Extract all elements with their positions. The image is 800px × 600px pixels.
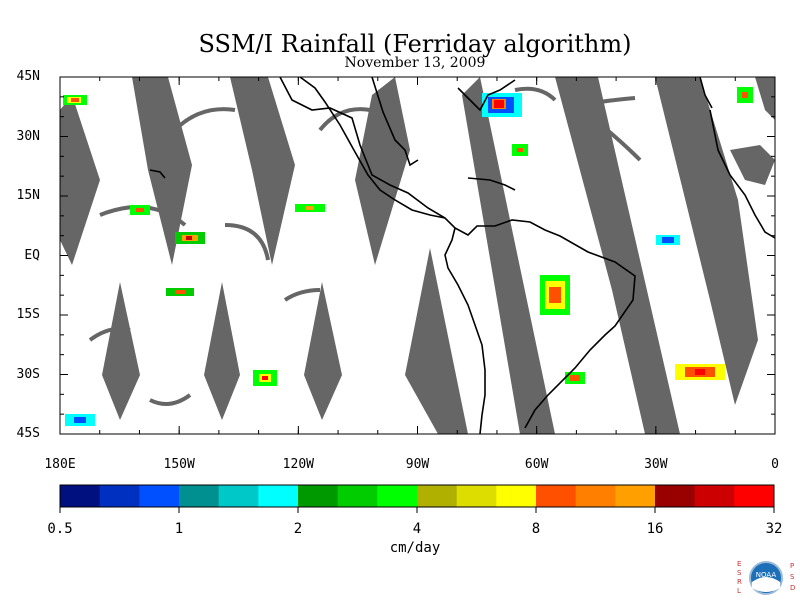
africa-west-coast (709, 109, 775, 239)
rain-cluster (130, 205, 150, 215)
rain-cluster (166, 288, 194, 296)
svg-text:PSD: PSD (790, 562, 795, 592)
south-america-west-coast (444, 227, 486, 434)
colorbar-tick-label: 8 (531, 521, 541, 537)
colorbar-swatch (496, 485, 537, 507)
swath-gap (102, 282, 140, 420)
rain-cluster (675, 364, 725, 380)
x-tick-label: 90W (405, 457, 430, 472)
swath-arc (318, 107, 371, 132)
swath-arc (149, 393, 192, 406)
rain-cluster (512, 144, 528, 156)
x-tick-label: 0 (771, 457, 779, 472)
colorbar-swatch (258, 485, 299, 507)
rain-cluster (175, 232, 205, 244)
swath-arc (283, 288, 321, 302)
y-tick-label: EQ (24, 247, 40, 263)
colorbar-swatch (655, 485, 696, 507)
colorbar-units: cm/day (389, 540, 441, 556)
swath-gap (655, 77, 758, 405)
swath-arc (514, 86, 557, 102)
colorbar-tick-label: 2 (293, 521, 303, 537)
colorbar-swatch (615, 485, 656, 507)
swath-gap (355, 77, 410, 265)
colorbar-swatch (734, 485, 775, 507)
colorbar-swatch (456, 485, 497, 507)
colorbar-swatch (298, 485, 339, 507)
y-tick-label: 15S (16, 307, 40, 322)
y-tick-label: 15N (16, 188, 40, 203)
swath-arc (224, 223, 270, 261)
y-tick-label: 30N (16, 128, 40, 144)
colorbar-swatch (377, 485, 418, 507)
x-tick-label: 150W (163, 457, 195, 472)
swath-gap (230, 77, 295, 265)
colorbar-tick-label: 16 (646, 521, 664, 537)
gulf-coast (371, 77, 419, 167)
rain-cluster (565, 372, 585, 384)
colorbar-ticks (59, 507, 775, 513)
map-title: SSM/I Rainfall (Ferriday algorithm) (198, 30, 632, 58)
mexico-coast (299, 77, 446, 219)
swath-gap (555, 77, 680, 434)
x-tick-label: 30W (644, 457, 668, 472)
colorbar-swatch (218, 485, 259, 507)
rain-cluster (656, 235, 680, 245)
rain-cluster (482, 93, 522, 117)
y-tick-label: 45S (16, 426, 40, 441)
swath-gap (204, 282, 240, 420)
colorbar-tick-label: 0.5 (47, 521, 73, 537)
svg-text:NOAA: NOAA (756, 571, 777, 579)
x-tick-label: 60W (524, 457, 549, 472)
rain-cluster (540, 275, 570, 315)
colorbar-swatch (99, 485, 140, 507)
americas-east-coast (279, 77, 636, 429)
rain-clusters (63, 87, 753, 426)
swath-gaps (60, 77, 775, 434)
swath-arc (173, 107, 236, 132)
caribbean-islands (467, 177, 516, 191)
swath-arc (593, 118, 642, 162)
map-subtitle: November 13, 2009 (344, 55, 486, 71)
y-tick-label: 45N (16, 69, 40, 84)
x-tick-label: 120W (282, 457, 314, 472)
colorbar-tick-label: 1 (174, 521, 184, 537)
swath-gap (304, 282, 342, 420)
colorbar-swatch (139, 485, 180, 507)
hawaii (149, 169, 166, 179)
axis-ticks (59, 76, 776, 435)
swath-gap (60, 95, 100, 265)
rain-cluster (737, 87, 753, 103)
colorbar-swatch (575, 485, 616, 507)
rain-cluster (253, 370, 277, 386)
swath-gap (730, 145, 775, 185)
colorbar-tick-label: 32 (765, 521, 783, 537)
swath-arc (579, 96, 636, 107)
us-east-coast (457, 79, 516, 112)
x-tick-label: 180E (44, 457, 76, 472)
colorbar-tick-label: 4 (412, 521, 422, 537)
colorbar-swatch (337, 485, 378, 507)
rain-cluster (63, 95, 87, 105)
swath-gap (405, 248, 468, 434)
colorbar-swatch (536, 485, 577, 507)
y-tick-label: 30S (16, 366, 40, 382)
coastlines (149, 77, 775, 434)
swath-gap (462, 77, 555, 434)
rain-cluster (295, 204, 325, 212)
swath-arc (88, 326, 131, 342)
colorbar (60, 485, 775, 507)
colorbar-swatch (179, 485, 220, 507)
swath-gap (755, 77, 775, 120)
iberia-coast (699, 77, 713, 109)
colorbar-swatch (60, 485, 101, 507)
colorbar-swatch (417, 485, 458, 507)
colorbar-swatch (694, 485, 735, 507)
rain-cluster (65, 414, 95, 426)
